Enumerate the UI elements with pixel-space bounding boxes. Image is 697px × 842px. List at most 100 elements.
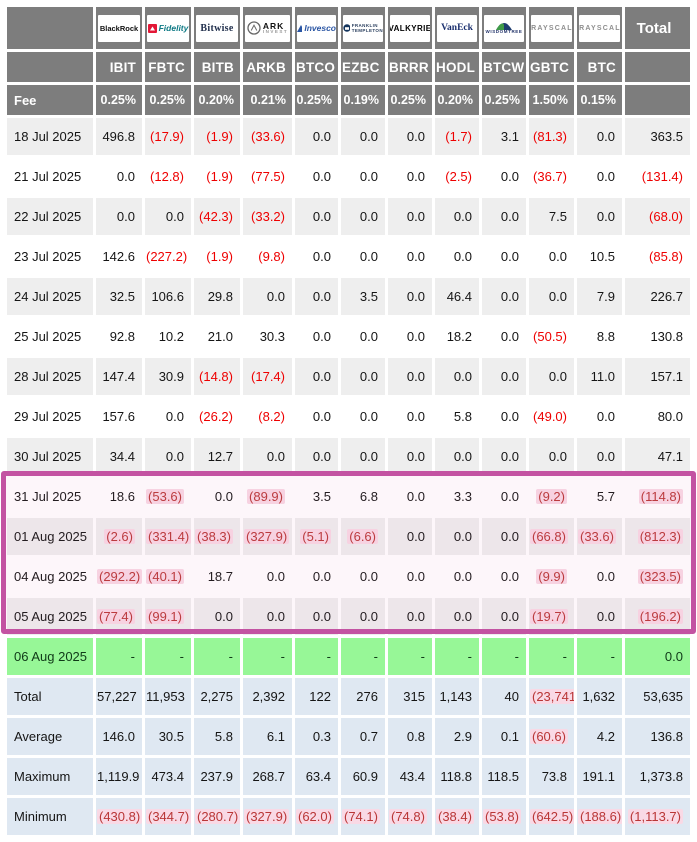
summary-value-cell: (642.5)	[529, 798, 574, 835]
flow-cell: (331.4)	[145, 518, 191, 555]
date-cell: 28 Jul 2025	[7, 358, 93, 395]
value: 0.0	[312, 609, 331, 624]
flow-cell: 106.6	[145, 278, 191, 315]
negative-value: (23,741)	[530, 689, 574, 704]
value: 73.8	[541, 769, 567, 784]
negative-value: (327.9)	[244, 529, 290, 544]
value: 473.4	[151, 769, 184, 784]
flow-cell: -	[295, 638, 338, 675]
ticker-row-total-blank	[625, 52, 690, 82]
logo-box: Bitwise	[196, 14, 238, 42]
value: 0.0	[596, 129, 615, 144]
value: 0.0	[500, 489, 519, 504]
flow-cell: 0.0	[435, 198, 479, 235]
flow-cell: 46.4	[435, 278, 479, 315]
flow-cell: (26.2)	[194, 398, 240, 435]
summary-value-cell: (344.7)	[145, 798, 191, 835]
value: 1,119.9	[97, 769, 140, 784]
flow-cell: 0.0	[194, 598, 240, 635]
value: 0.0	[596, 569, 615, 584]
value: 0.0	[359, 209, 378, 224]
value: 0.0	[359, 369, 378, 384]
row-total-cell: 157.1	[625, 358, 690, 395]
value: 0.0	[500, 449, 519, 464]
negative-value: (5.1)	[300, 529, 331, 544]
negative-value: (68.0)	[649, 209, 683, 224]
flow-cell: 0.0	[435, 438, 479, 475]
flow-cell: 0.0	[482, 158, 526, 195]
fee-cell-gbtc: 1.50%	[529, 85, 574, 115]
value: 2.9	[453, 729, 472, 744]
logo-cell-ibit: BlackRock	[96, 7, 142, 49]
negative-value: (1.7)	[445, 129, 472, 144]
summary-value-cell: 63.4	[295, 758, 338, 795]
value: 0.0	[116, 209, 135, 224]
negative-value: (62.0)	[296, 809, 334, 824]
flow-cell: 0.0	[388, 198, 432, 235]
flow-cell: 0.0	[529, 278, 574, 315]
value: 0.0	[312, 209, 331, 224]
flow-cell: (49.0)	[529, 398, 574, 435]
value: 0.0	[406, 409, 425, 424]
summary-value-cell: 1,119.9	[96, 758, 142, 795]
vaneck-logo: VanEck	[441, 23, 473, 33]
flow-cell: (5.1)	[295, 518, 338, 555]
value: 0.0	[500, 369, 519, 384]
value: 43.4	[399, 769, 425, 784]
flow-cell: (227.2)	[145, 238, 191, 275]
flow-cell: -	[577, 638, 622, 675]
negative-value: (26.2)	[199, 409, 233, 424]
value: 0.7	[359, 729, 378, 744]
fee-row: Fee 0.25% 0.25% 0.20% 0.21% 0.25% 0.19% 0.25% 0.…	[7, 85, 690, 115]
bitwise-logo: Bitwise	[200, 22, 234, 34]
date-cell: 01 Aug 2025	[7, 518, 93, 555]
fee-cell-btcw: 0.25%	[482, 85, 526, 115]
row-total-cell: (323.5)	[625, 558, 690, 595]
summary-value-cell: 1,143	[435, 678, 479, 715]
value: 0.0	[359, 129, 378, 144]
value: 0.0	[664, 649, 683, 664]
negative-value: (77.4)	[97, 609, 135, 624]
flow-cell: 0.0	[295, 198, 338, 235]
wisdomtree-tree-icon	[496, 22, 512, 30]
summary-value-cell: 73.8	[529, 758, 574, 795]
summary-value-cell: 268.7	[243, 758, 292, 795]
flow-cell: 0.0	[577, 598, 622, 635]
negative-value: (2.5)	[445, 169, 472, 184]
blackrock-logo: BlackRock	[99, 23, 139, 33]
negative-value: (50.5)	[533, 329, 567, 344]
flow-cell: -	[145, 638, 191, 675]
negative-value: (74.8)	[389, 809, 427, 824]
flow-cell: 0.0	[482, 518, 526, 555]
flow-cell: 0.0	[295, 238, 338, 275]
row-total-cell: 0.0	[625, 638, 690, 675]
date-cell: 06 Aug 2025	[7, 638, 93, 675]
value: 0.0	[266, 449, 285, 464]
logo-cell-arkb: ARK INVEST	[243, 7, 292, 49]
negative-value: (292.2)	[97, 569, 142, 584]
fee-cell-btc: 0.15%	[577, 85, 622, 115]
date-row: 22 Jul 2025 0.0 0.0 (42.3) (33.2) 0.0 0.0 0.0 0.…	[7, 198, 690, 235]
summary-value-cell: 122	[295, 678, 338, 715]
flow-cell: (99.1)	[145, 598, 191, 635]
value: 0.0	[266, 569, 285, 584]
value: 5.8	[214, 729, 233, 744]
value: 0.0	[406, 329, 425, 344]
value: 0.0	[453, 249, 472, 264]
flow-cell: 5.7	[577, 478, 622, 515]
flow-cell: -	[341, 638, 385, 675]
value: 226.7	[650, 289, 683, 304]
value: 34.4	[109, 449, 135, 464]
flow-cell: 12.7	[194, 438, 240, 475]
ticker-cell-btc: BTC	[577, 52, 622, 82]
value: 0.3	[312, 729, 331, 744]
value: 0.1	[500, 729, 519, 744]
negative-value: (331.4)	[146, 529, 191, 544]
flow-cell: 0.0	[96, 158, 142, 195]
ark-invest-logo: ARK INVEST	[262, 20, 289, 34]
flow-cell: 18.2	[435, 318, 479, 355]
date-cell: 23 Jul 2025	[7, 238, 93, 275]
value: 0.0	[116, 169, 135, 184]
value: 40	[504, 689, 519, 704]
row-total-cell: (85.8)	[625, 238, 690, 275]
